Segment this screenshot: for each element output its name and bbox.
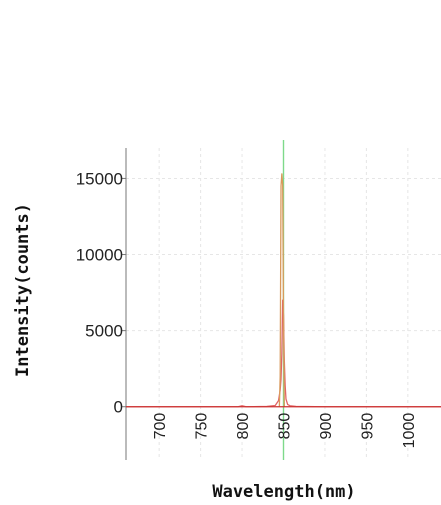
x-axis-title: Wavelength(nm) <box>212 482 355 502</box>
x-tick-label-2: 800 <box>235 413 252 440</box>
y-tick-label-1: 5000 <box>85 322 123 341</box>
x-tick-label-1: 750 <box>194 413 211 440</box>
x-tick-labels: 700 750 800 850 900 950 1000 <box>152 413 418 449</box>
x-tick-label-3: 850 <box>277 413 294 440</box>
x-tick-label-4: 900 <box>318 413 335 440</box>
y-tick-label-0: 0 <box>114 398 123 417</box>
y-axis-title: Intensity(counts) <box>13 203 33 377</box>
x-tick-label-5: 950 <box>359 413 376 440</box>
y-tick-label-2: 10000 <box>76 246 123 265</box>
y-tick-labels: 0 5000 10000 15000 <box>76 169 126 417</box>
x-tick-label-6: 1000 <box>401 413 418 449</box>
y-tick-label-3: 15000 <box>76 169 123 188</box>
series-line-1 <box>278 173 285 407</box>
x-tick-label-0: 700 <box>152 413 169 440</box>
